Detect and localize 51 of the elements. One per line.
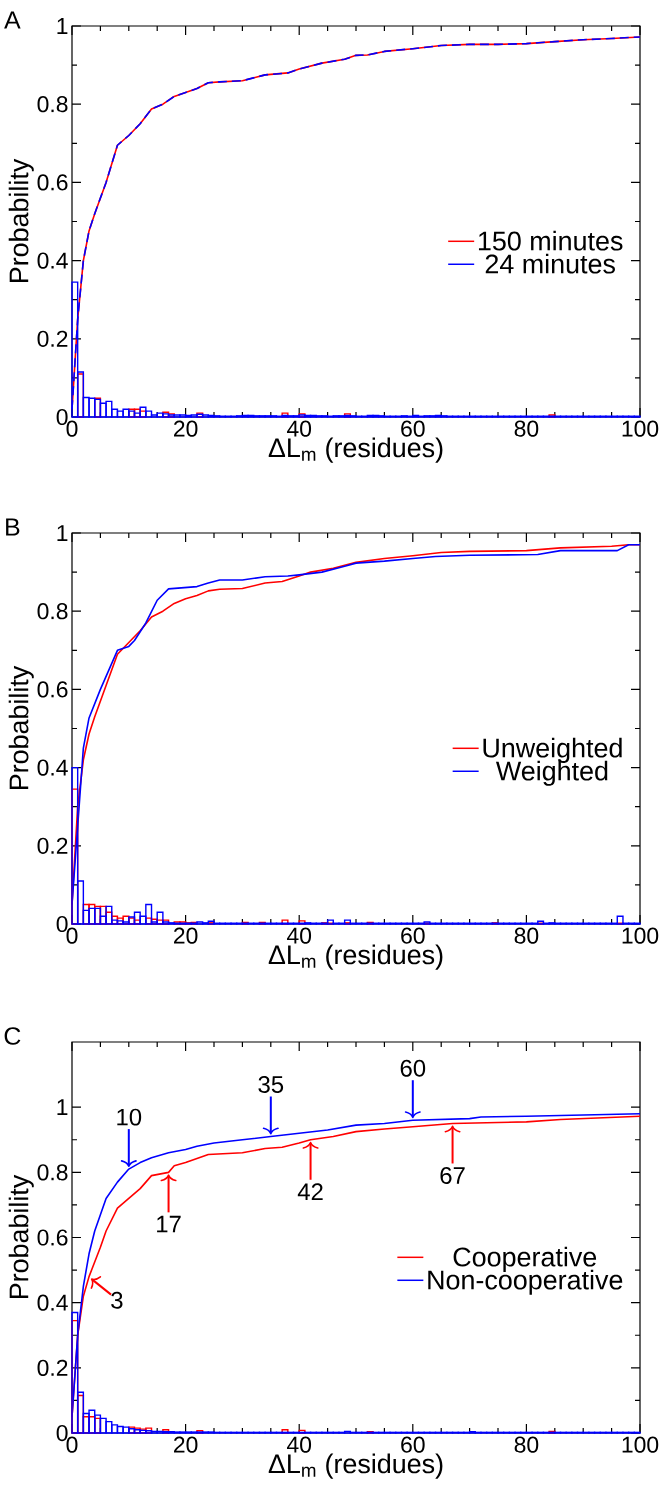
y-tick-label: 0.6 [37,174,68,191]
chart-title: B [6,518,20,536]
x-tick-label: 20 [174,927,198,944]
y-axis-title: Probability [8,665,34,790]
x-tick-label: 80 [514,420,539,437]
annotation: 60 [400,1059,426,1077]
chart-title: A [4,11,21,29]
y-tick-label: 0 [56,408,68,426]
annotation: 17 [157,1215,181,1233]
y-tick-label: 0 [56,915,68,933]
y-tick-label: 0.4 [37,759,68,776]
annotation: 35 [258,1076,284,1093]
x-tick-label: 40 [286,927,312,944]
x-tick-label: 80 [514,927,539,944]
x-tick-label: 80 [514,1436,539,1453]
y-tick-label: 0.6 [37,681,68,698]
x-tick-label: 100 [622,927,659,944]
x-axis-title: ΔL$_{m}$ (residues) [268,944,443,970]
legend-label: 150 minutes [478,230,623,251]
y-tick-label: 0.4 [37,1294,68,1311]
annotation: 42 [297,1183,323,1200]
y-tick-label: 0.2 [37,837,68,854]
x-tick-label: 60 [401,420,425,437]
x-tick-label: 20 [174,420,198,437]
y-tick-label: 1 [57,525,68,541]
x-tick-label: 100 [622,1436,659,1453]
y-tick-label: 0.8 [37,1164,68,1181]
y-tick-label: 0.4 [37,252,68,269]
y-tick-label: 0.6 [37,1229,68,1246]
y-axis-title: Probability [8,1174,34,1299]
x-tick-label: 40 [286,420,312,437]
x-tick-label: 60 [401,927,425,944]
y-tick-label: 0 [56,1424,68,1442]
y-tick-label: 1 [57,18,68,34]
x-tick-label: 100 [622,420,659,437]
y-tick-label: 0.2 [37,1359,68,1376]
chart-title: C [4,1027,21,1045]
annotation: 3 [111,1291,123,1309]
y-tick-label: 0.8 [37,603,68,620]
x-tick-label: 20 [174,1436,198,1453]
y-tick-label: 0.8 [37,96,68,113]
x-tick-label: 60 [401,1436,425,1453]
y-tick-label: 1 [57,1099,68,1116]
x-axis-title: ΔL$_{m}$ (residues) [268,437,443,463]
x-axis-title: ΔL$_{m}$ (residues) [268,1453,443,1479]
annotation: 67 [440,1167,465,1184]
y-axis-title: Probability [8,158,34,283]
annotation: 10 [117,1108,142,1126]
x-tick-label: 40 [286,1436,312,1453]
y-tick-label: 0.2 [37,330,68,347]
legend-label: 24 minutes [485,253,615,274]
